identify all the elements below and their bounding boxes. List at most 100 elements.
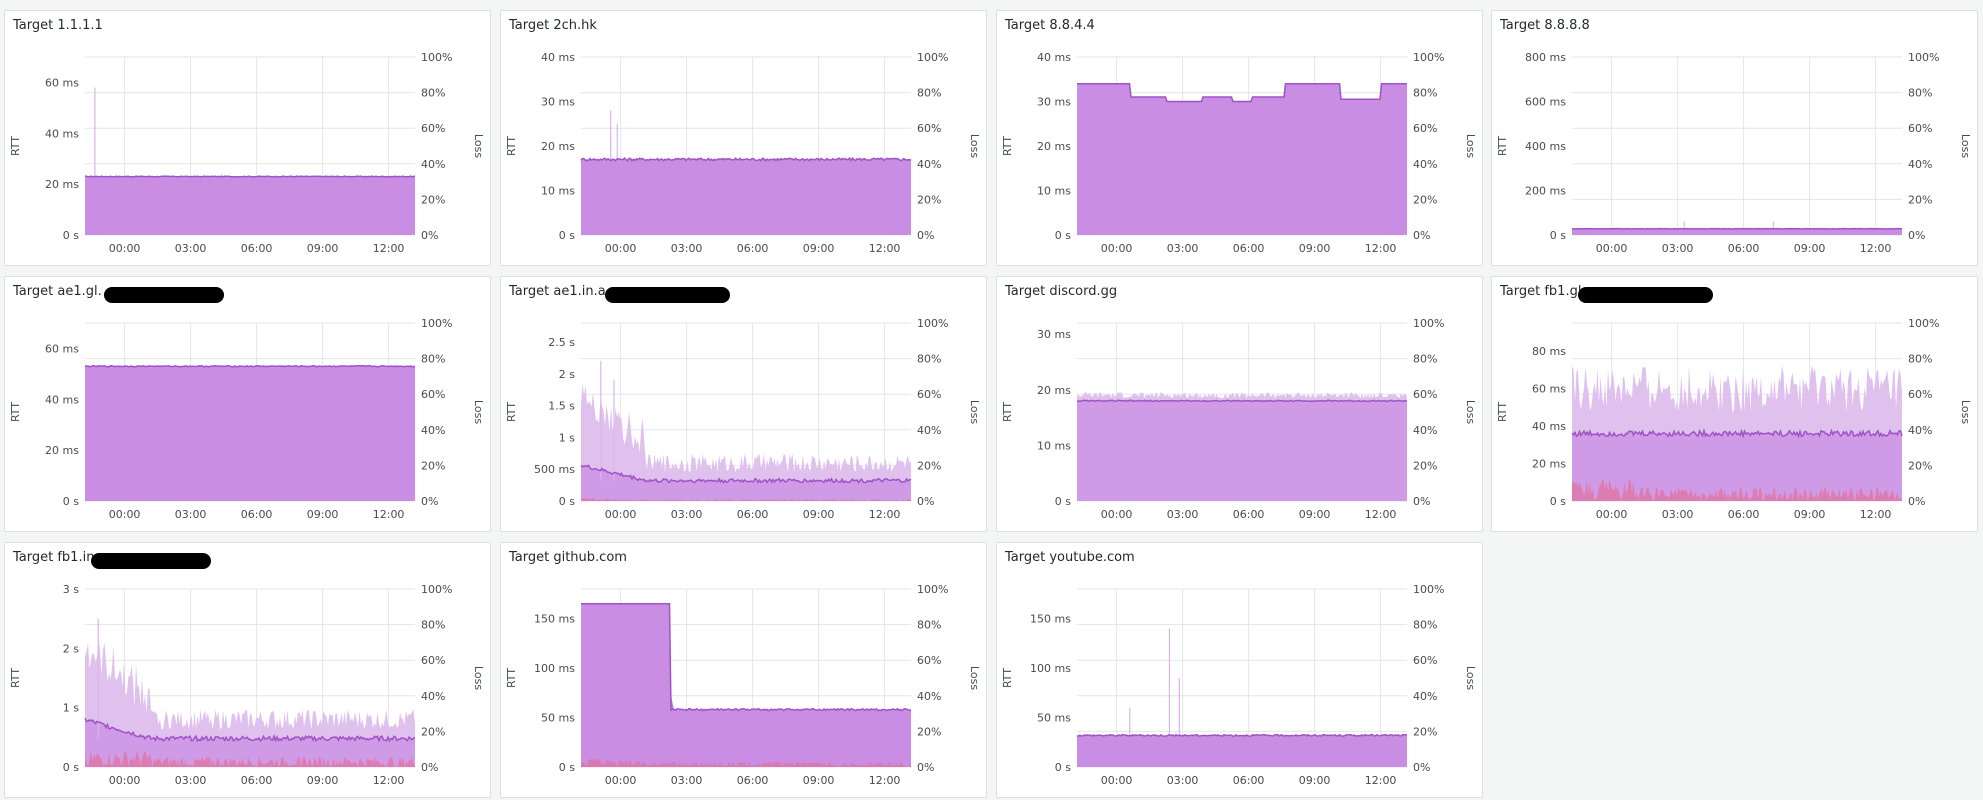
panel-4[interactable]: Target ae1.gl. 0 s 20 ms 40 ms 60 ms 0% 20% 40%…: [4, 276, 491, 532]
loss-tick-label: 60%: [1413, 388, 1437, 401]
loss-tick-label: 40%: [917, 424, 941, 437]
rtt-loss-chart: 0 s 1 s 2 s 3 s 0% 20% 40% 60% 80% 100% 00:00 03:00…: [9, 583, 485, 787]
panel-3[interactable]: Target 8.8.8.8 0 s 200 ms 400 ms 600 ms 800 m…: [1491, 10, 1978, 266]
time-tick-label: 03:00: [175, 774, 207, 787]
time-tick-label: 00:00: [1596, 242, 1628, 255]
panel-0[interactable]: Target 1.1.1.1 0 s 20 ms 40 ms 60 ms 0% 20% 40%…: [4, 10, 491, 266]
loss-tick-label: 40%: [917, 690, 941, 703]
panel-title: Target ae1.gl.: [13, 284, 102, 299]
rtt-loss-chart: 0 s 20 ms 40 ms 60 ms 80 ms 0% 20% 40% 60% 80% 100…: [1496, 317, 1972, 521]
rtt-tick-label: 20 ms: [1532, 458, 1566, 471]
rtt-tick-label: 0 s: [559, 229, 575, 242]
loss-tick-label: 20%: [1413, 459, 1437, 472]
rtt-loss-chart: 0 s 500 ms 1 s 1.5 s 2 s 2.5 s 0% 20% 40% 60% 80% 1…: [505, 317, 981, 521]
rtt-loss-chart: 0 s 10 ms 20 ms 30 ms 40 ms 0% 20% 40% 60% 80% 100…: [1001, 51, 1477, 255]
loss-tick-label: 100%: [1413, 583, 1444, 596]
loss-axis-title: Loss: [472, 400, 485, 424]
time-tick-label: 12:00: [869, 508, 901, 521]
rtt-tick-label: 2.5 s: [548, 336, 575, 349]
time-tick-label: 03:00: [175, 508, 207, 521]
time-tick-label: 12:00: [1860, 508, 1892, 521]
rtt-loss-chart: 0 s 10 ms 20 ms 30 ms 0% 20% 40% 60% 80% 100% 00:0…: [1001, 317, 1477, 521]
panel-6[interactable]: Target discord.gg 0 s 10 ms 20 ms 30 ms 0% 20%…: [996, 276, 1483, 532]
time-tick-label: 00:00: [1101, 242, 1133, 255]
time-tick-label: 09:00: [307, 242, 339, 255]
loss-tick-label: 60%: [1908, 388, 1932, 401]
loss-tick-label: 100%: [1908, 317, 1939, 330]
rtt-axis-title: RTT: [505, 668, 518, 688]
rtt-tick-label: 0 s: [1055, 229, 1071, 242]
loss-tick-label: 20%: [1413, 725, 1437, 738]
time-tick-label: 00:00: [109, 242, 141, 255]
panel-1[interactable]: Target 2ch.hk 0 s 10 ms 20 ms 30 ms 40 ms 0% 20…: [500, 10, 987, 266]
time-tick-label: 12:00: [373, 774, 405, 787]
loss-tick-label: 20%: [1908, 459, 1932, 472]
panel-9[interactable]: Target github.com 0 s 50 ms 100 ms 150 ms 0% 2…: [500, 542, 987, 798]
rtt-loss-chart: 0 s 50 ms 100 ms 150 ms 0% 20% 40% 60% 80% 100% 00…: [1001, 583, 1477, 787]
loss-tick-label: 40%: [917, 158, 941, 171]
time-tick-label: 06:00: [1233, 242, 1265, 255]
rtt-tick-label: 20 ms: [541, 140, 575, 153]
panel-title: Target github.com: [509, 550, 627, 565]
time-tick-label: 12:00: [869, 774, 901, 787]
loss-tick-label: 60%: [1413, 654, 1437, 667]
time-tick-label: 09:00: [1794, 242, 1826, 255]
loss-tick-label: 100%: [917, 51, 948, 64]
loss-tick-label: 0%: [421, 495, 438, 508]
loss-tick-label: 100%: [1413, 317, 1444, 330]
loss-tick-label: 0%: [917, 229, 934, 242]
time-tick-label: 00:00: [109, 774, 141, 787]
loss-tick-label: 20%: [917, 725, 941, 738]
panel-7[interactable]: Target fb1.gl. 0 s 20 ms 40 ms 60 ms 80 ms 0% 2…: [1491, 276, 1978, 532]
loss-axis-title: Loss: [472, 134, 485, 158]
time-tick-label: 00:00: [109, 508, 141, 521]
loss-axis-title: Loss: [968, 666, 981, 690]
loss-tick-label: 80%: [1413, 353, 1437, 366]
rtt-tick-label: 60 ms: [45, 76, 79, 89]
rtt-tick-label: 30 ms: [541, 96, 575, 109]
rtt-tick-label: 20 ms: [45, 178, 79, 191]
time-tick-label: 03:00: [671, 774, 703, 787]
rtt-tick-label: 80 ms: [1532, 345, 1566, 358]
loss-tick-label: 0%: [1908, 229, 1925, 242]
rtt-tick-label: 3 s: [63, 583, 79, 596]
time-tick-label: 03:00: [671, 508, 703, 521]
rtt-tick-label: 0 s: [63, 495, 79, 508]
rtt-tick-label: 60 ms: [1532, 383, 1566, 396]
time-tick-label: 03:00: [1662, 242, 1694, 255]
time-tick-label: 09:00: [1299, 242, 1331, 255]
loss-axis-title: Loss: [1959, 400, 1972, 424]
loss-tick-label: 60%: [421, 388, 445, 401]
rtt-tick-label: 40 ms: [1532, 420, 1566, 433]
panel-10[interactable]: Target youtube.com 0 s 50 ms 100 ms 150 ms 0%…: [996, 542, 1483, 798]
rtt-loss-chart: 0 s 10 ms 20 ms 30 ms 40 ms 0% 20% 40% 60% 80% 100…: [505, 51, 981, 255]
rtt-tick-label: 0 s: [559, 495, 575, 508]
rtt-tick-label: 10 ms: [541, 185, 575, 198]
rtt-tick-label: 0 s: [1055, 761, 1071, 774]
panel-title: Target 8.8.8.8: [1500, 18, 1590, 33]
loss-axis-title: Loss: [968, 134, 981, 158]
loss-tick-label: 40%: [1908, 424, 1932, 437]
rtt-axis-title: RTT: [505, 402, 518, 422]
rtt-tick-label: 50 ms: [1037, 712, 1071, 725]
loss-tick-label: 0%: [1413, 495, 1430, 508]
rtt-tick-label: 40 ms: [541, 51, 575, 64]
time-tick-label: 12:00: [1365, 508, 1397, 521]
panel-title: Target discord.gg: [1005, 284, 1118, 299]
time-tick-label: 12:00: [373, 242, 405, 255]
panel-8[interactable]: Target fb1.in. 0 s 1 s 2 s 3 s 0% 20% 40% 60% 80%…: [4, 542, 491, 798]
time-tick-label: 06:00: [241, 508, 273, 521]
rtt-tick-label: 1 s: [559, 431, 575, 444]
loss-tick-label: 0%: [1413, 229, 1430, 242]
loss-axis-title: Loss: [1464, 134, 1477, 158]
loss-axis-title: Loss: [472, 666, 485, 690]
loss-tick-label: 20%: [917, 459, 941, 472]
loss-tick-label: 0%: [917, 761, 934, 774]
loss-tick-label: 20%: [421, 459, 445, 472]
panel-2[interactable]: Target 8.8.4.4 0 s 10 ms 20 ms 30 ms 40 ms 0% 2…: [996, 10, 1483, 266]
time-tick-label: 03:00: [1167, 242, 1199, 255]
panel-5[interactable]: Target ae1.in.a 0 s 500 ms 1 s 1.5 s 2 s 2.5 s…: [500, 276, 987, 532]
loss-tick-label: 40%: [421, 424, 445, 437]
rtt-tick-label: 200 ms: [1525, 185, 1566, 198]
loss-tick-label: 0%: [421, 761, 438, 774]
